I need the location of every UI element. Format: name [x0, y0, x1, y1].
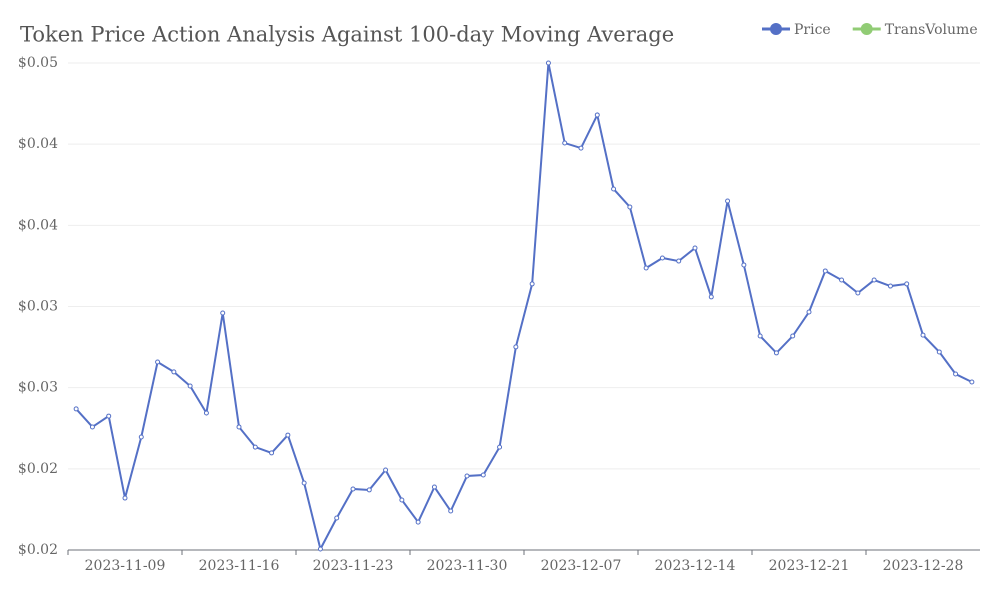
legend-label: TransVolume [885, 22, 978, 38]
point [415, 519, 421, 525]
point [448, 508, 454, 514]
point [383, 467, 389, 473]
point [317, 546, 323, 552]
point [73, 406, 79, 412]
legend-swatch-dot [860, 23, 873, 35]
point [725, 198, 731, 204]
point [627, 204, 633, 210]
point [399, 497, 405, 503]
point [138, 434, 144, 440]
y-tick-label: $0.04 [18, 136, 58, 152]
point [839, 277, 845, 283]
point [269, 450, 275, 456]
point [187, 383, 193, 389]
point [545, 60, 551, 66]
point [220, 310, 226, 316]
point [969, 379, 975, 385]
x-tick-label: 2023-11-23 [313, 558, 394, 574]
point [578, 145, 584, 151]
point [252, 444, 258, 450]
point [757, 333, 763, 339]
point [171, 369, 177, 375]
legend-label: Price [794, 22, 831, 38]
point [285, 432, 291, 438]
point [855, 290, 861, 296]
x-tick-label: 2023-12-28 [883, 558, 964, 574]
point [692, 245, 698, 251]
y-tick-label: $0.02 [18, 542, 58, 558]
point [920, 332, 926, 338]
y-tick-label: $0.03 [18, 299, 58, 315]
point [480, 472, 486, 478]
point [236, 424, 242, 430]
x-tick-label: 2023-11-30 [427, 558, 508, 574]
point [464, 473, 470, 479]
point [301, 480, 307, 486]
point [106, 413, 112, 419]
point [431, 484, 437, 490]
x-tick-label: 2023-11-16 [199, 558, 280, 574]
chart-title: Token Price Action Analysis Against 100-… [20, 23, 674, 47]
point [643, 265, 649, 271]
point [122, 495, 128, 501]
point [366, 487, 372, 493]
point [953, 371, 959, 377]
y-tick-label: $0.02 [18, 461, 58, 477]
point [350, 486, 356, 492]
y-tick-label: $0.03 [18, 380, 58, 396]
point [904, 281, 910, 287]
y-tick-label: $0.04 [18, 217, 58, 233]
point [529, 281, 535, 287]
x-tick-label: 2023-12-07 [541, 558, 622, 574]
point [89, 424, 95, 430]
point [741, 262, 747, 268]
point [806, 309, 812, 315]
point [562, 140, 568, 146]
point [594, 112, 600, 118]
point [497, 444, 503, 450]
point [708, 294, 714, 300]
point [790, 333, 796, 339]
x-tick-label: 2023-12-21 [769, 558, 850, 574]
point [773, 350, 779, 356]
point [611, 186, 617, 192]
point [513, 344, 519, 350]
point [659, 255, 665, 261]
point [871, 277, 877, 283]
x-tick-label: 2023-11-09 [85, 558, 166, 574]
x-tick-label: 2023-12-14 [655, 558, 736, 574]
point [334, 515, 340, 521]
point [822, 268, 828, 274]
price-line [75, 62, 973, 552]
y-tick-label: $0.05 [18, 55, 58, 71]
point [887, 283, 893, 289]
point [203, 410, 209, 416]
point [676, 258, 682, 264]
point [936, 349, 942, 355]
legend-swatch-dot [770, 23, 782, 35]
point [155, 359, 161, 365]
